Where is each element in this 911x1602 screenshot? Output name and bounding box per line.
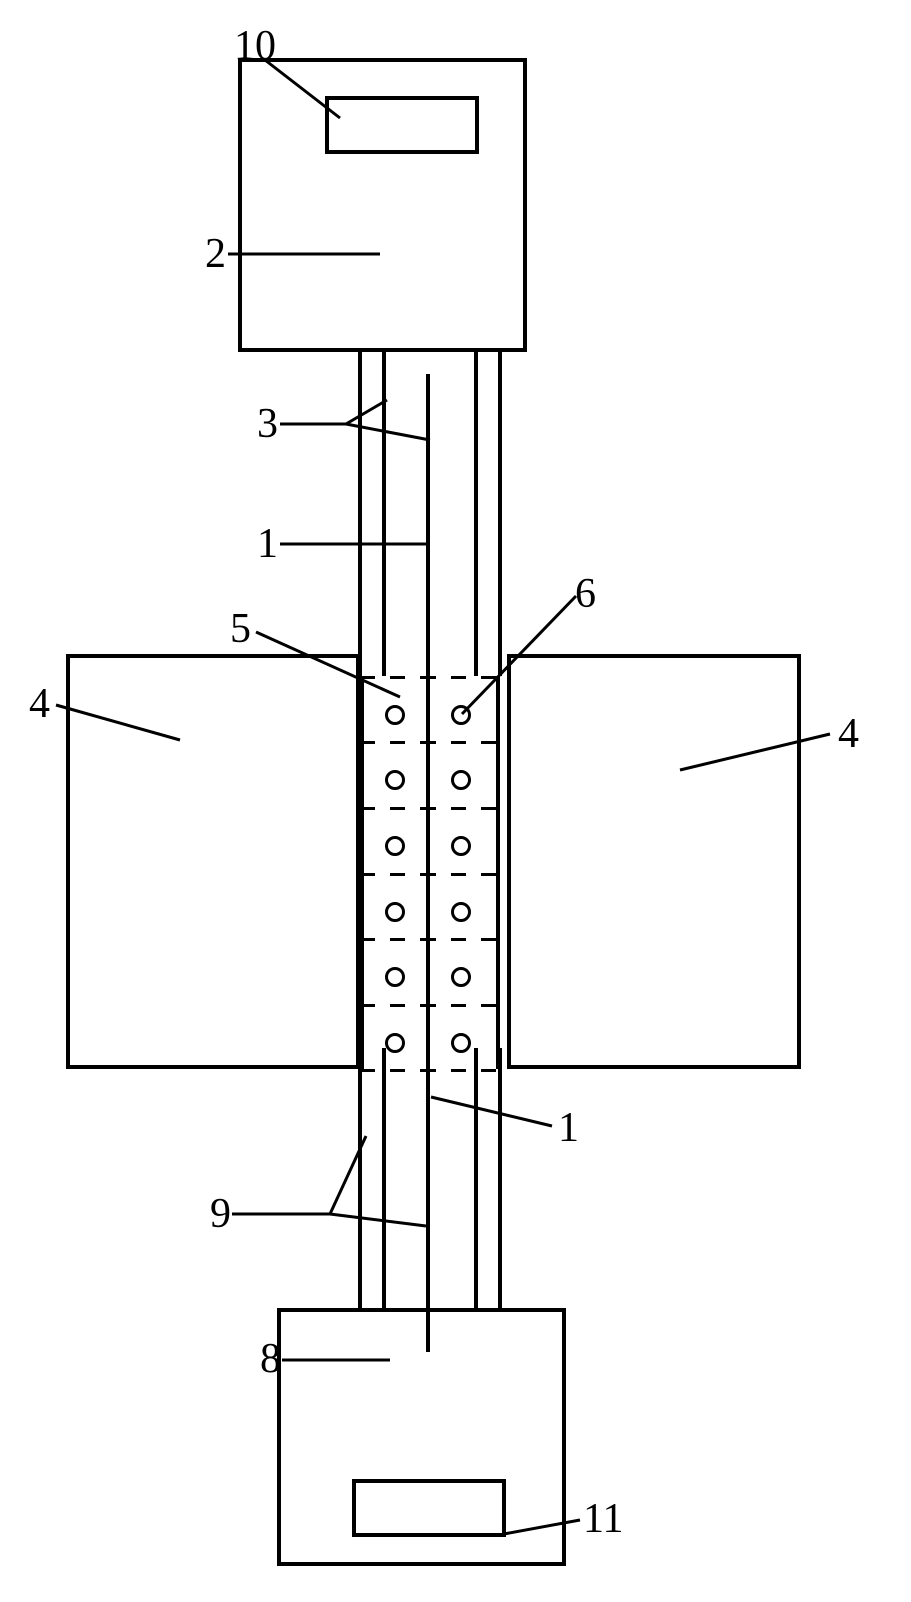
plate-dash — [420, 1069, 435, 1072]
plate-dash — [390, 676, 405, 679]
plate-dash — [420, 938, 435, 941]
plate-dash — [451, 938, 466, 941]
plate-dash — [481, 1004, 496, 1007]
core-circle — [451, 902, 471, 922]
tube-top-inner-l — [382, 352, 386, 676]
box-top_inset — [325, 96, 479, 154]
box-left_block — [66, 654, 360, 1069]
tube-bot-inner-r — [474, 1048, 478, 1308]
plate-dash — [360, 873, 375, 876]
label-n2: 2 — [205, 230, 226, 278]
plate-dash — [481, 807, 496, 810]
core-circle — [451, 836, 471, 856]
plate-dash — [420, 741, 435, 744]
plate-dash — [451, 807, 466, 810]
plate-dash — [360, 1069, 375, 1072]
core-circle — [451, 967, 471, 987]
core-circle — [385, 902, 405, 922]
plate-dash — [360, 676, 375, 679]
center-line — [426, 374, 430, 1352]
label-n3: 3 — [257, 400, 278, 448]
core-circle — [385, 770, 405, 790]
plate-dash — [360, 741, 375, 744]
plate-dash — [390, 1069, 405, 1072]
plate-dash — [360, 1004, 375, 1007]
tube-bot-outer-l — [358, 1048, 362, 1308]
core-wall-r — [496, 676, 500, 1069]
plate-dash — [360, 807, 375, 810]
core-circle — [385, 836, 405, 856]
core-circle — [385, 1033, 405, 1053]
plate-dash — [390, 807, 405, 810]
plate-dash — [420, 873, 435, 876]
label-n5: 5 — [230, 605, 251, 653]
label-n10: 10 — [234, 22, 276, 70]
plate-dash — [390, 873, 405, 876]
plate-dash — [420, 1004, 435, 1007]
box-right_block — [507, 654, 801, 1069]
plate-dash — [481, 676, 496, 679]
label-n8: 8 — [260, 1335, 281, 1383]
plate-dash — [481, 1069, 496, 1072]
plate-dash — [390, 938, 405, 941]
core-circle — [385, 967, 405, 987]
plate-dash — [420, 676, 435, 679]
plate-dash — [390, 1004, 405, 1007]
tube-bot-outer-r — [498, 1048, 502, 1308]
core-circle — [451, 705, 471, 725]
plate-dash — [390, 741, 405, 744]
plate-dash — [451, 1069, 466, 1072]
plate-dash — [360, 938, 375, 941]
plate-dash — [481, 938, 496, 941]
core-circle — [385, 705, 405, 725]
tube-top-inner-r — [474, 352, 478, 676]
label-n11: 11 — [583, 1495, 623, 1543]
plate-dash — [451, 676, 466, 679]
tube-bot-inner-l — [382, 1048, 386, 1308]
label-n1b: 1 — [558, 1104, 579, 1152]
label-n4b: 4 — [838, 710, 859, 758]
label-n1a: 1 — [257, 520, 278, 568]
box-bottom_inset — [352, 1479, 506, 1537]
core-circle — [451, 770, 471, 790]
label-n4a: 4 — [29, 680, 50, 728]
plate-dash — [451, 1004, 466, 1007]
tube-top-outer-r — [498, 352, 502, 676]
plate-dash — [451, 741, 466, 744]
plate-dash — [451, 873, 466, 876]
plate-dash — [481, 741, 496, 744]
plate-dash — [420, 807, 435, 810]
label-n6: 6 — [575, 570, 596, 618]
core-circle — [451, 1033, 471, 1053]
label-n9: 9 — [210, 1190, 231, 1238]
tube-top-outer-l — [358, 352, 362, 676]
plate-dash — [481, 873, 496, 876]
